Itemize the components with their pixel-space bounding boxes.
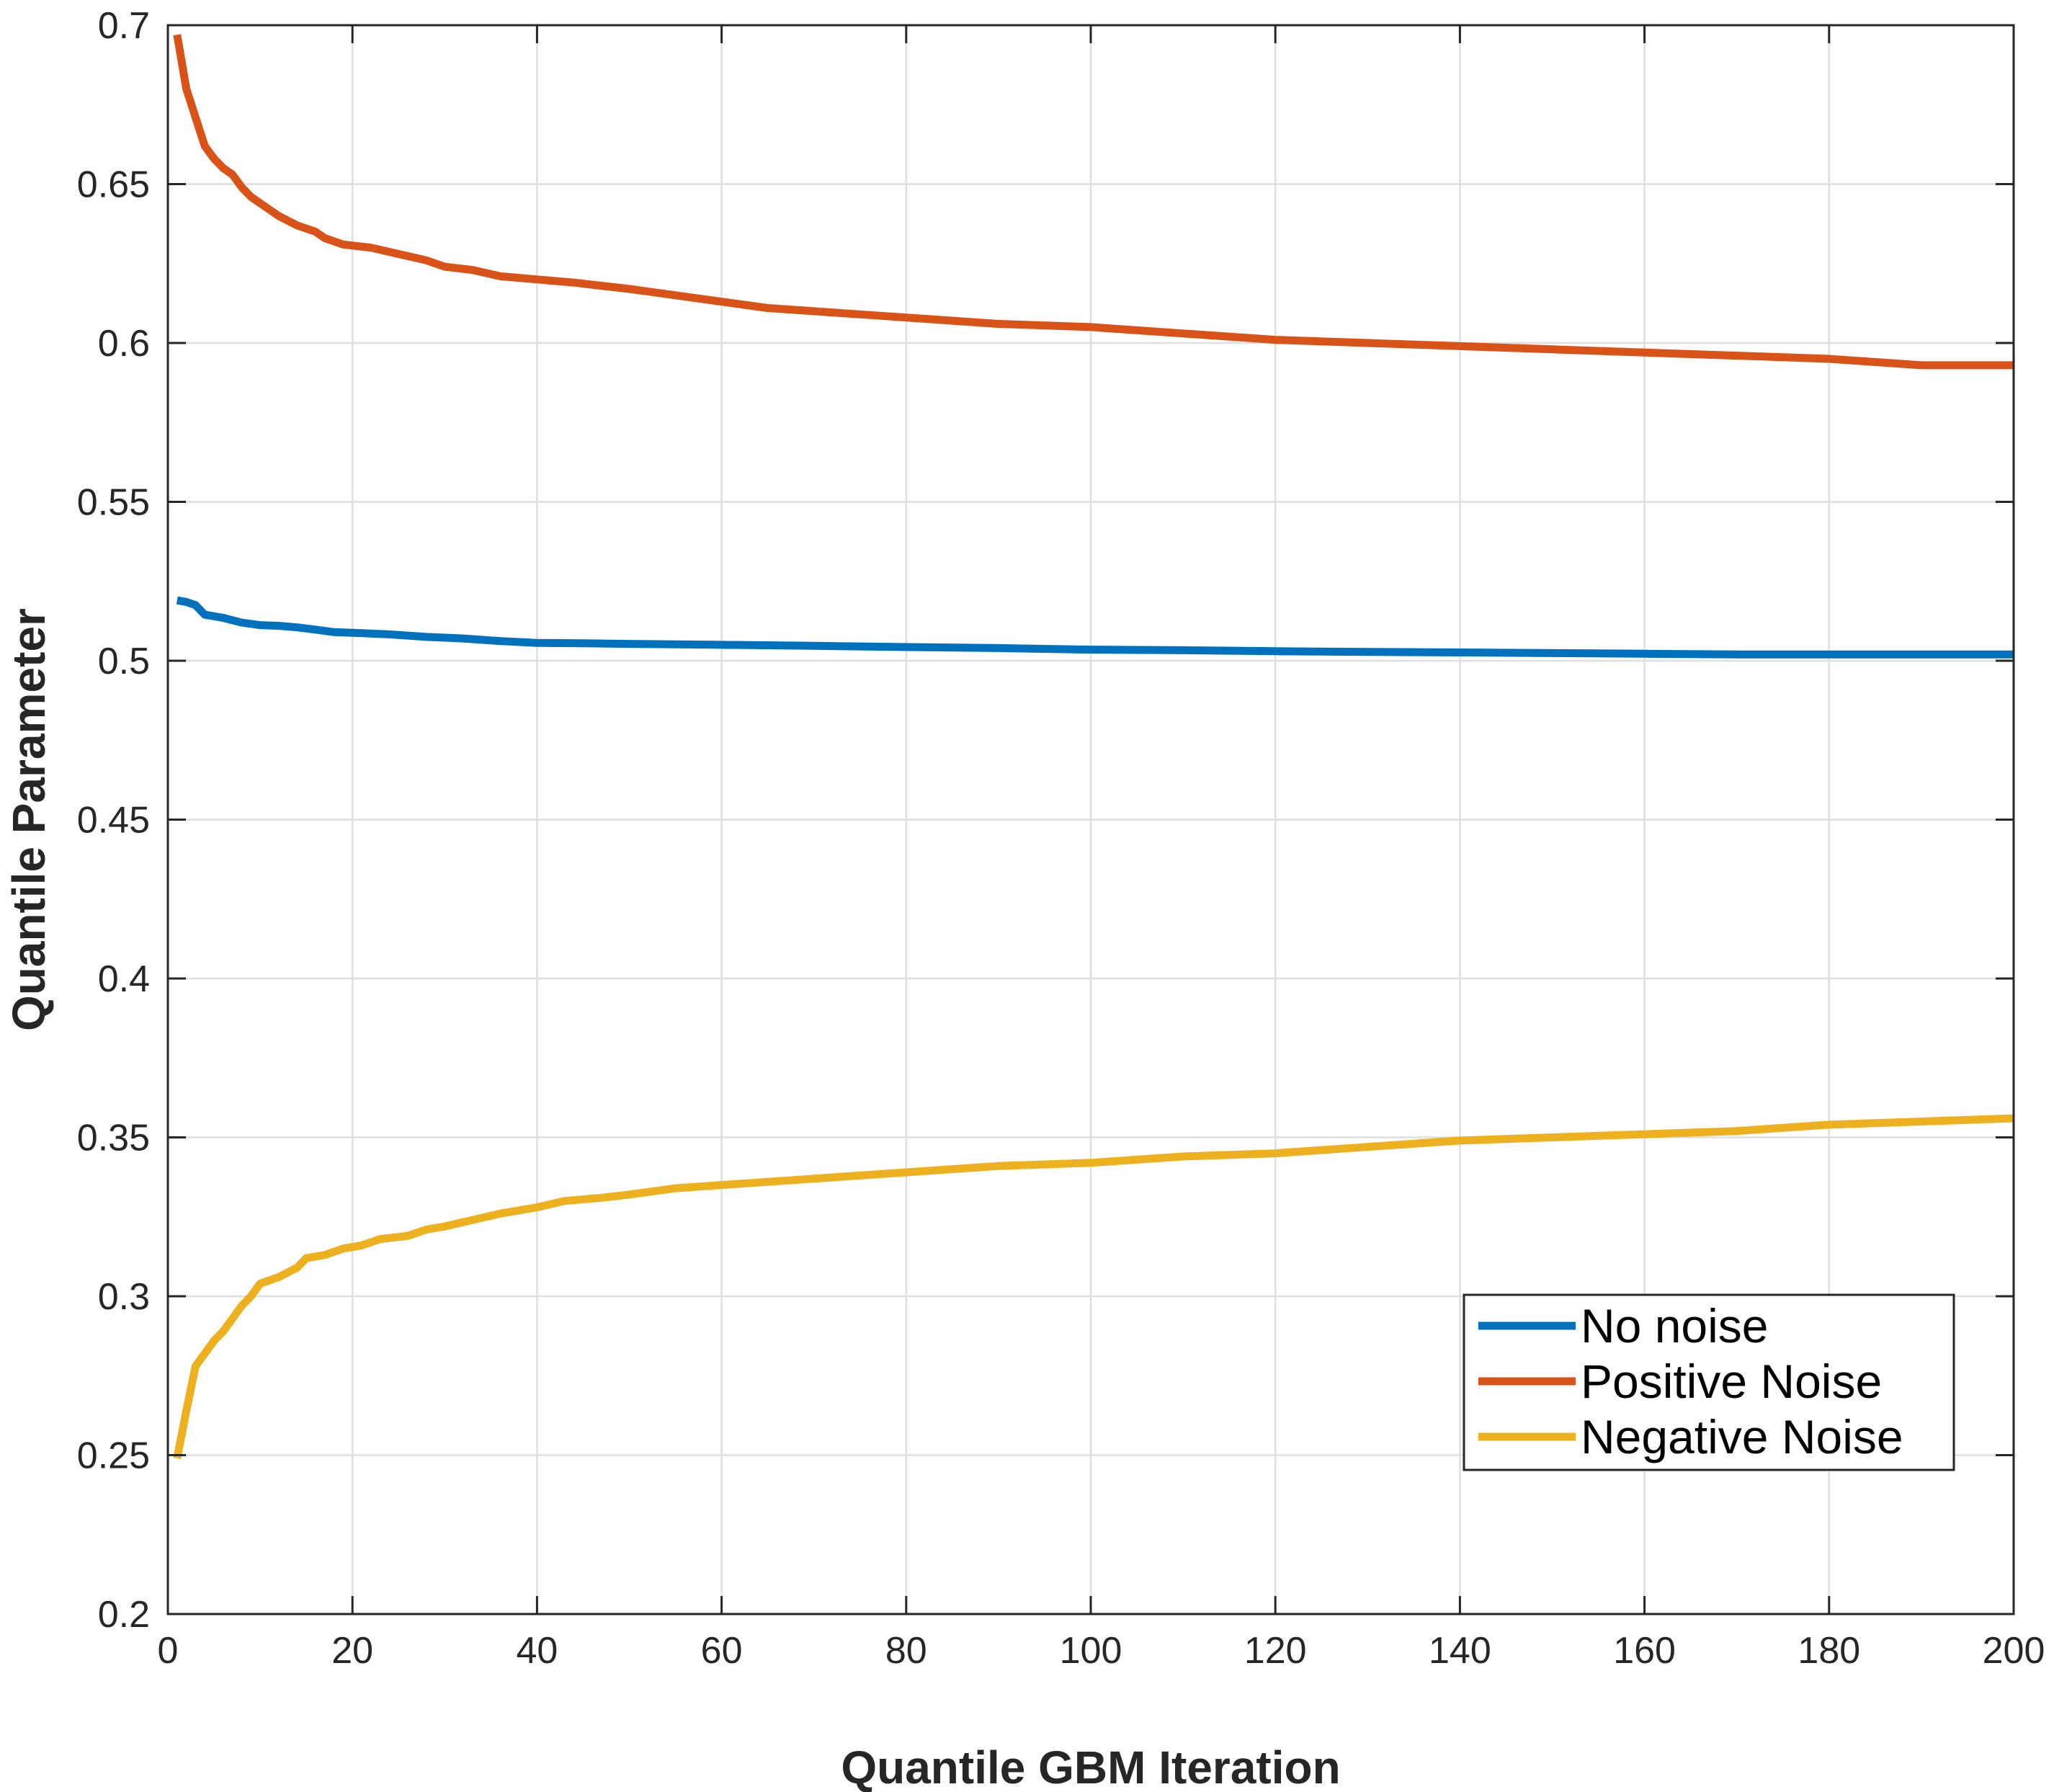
x-tick-labels: 0 20 40 60 80 100 120 140 160 180 200 <box>158 1630 2045 1672</box>
series-line-1 <box>176 596 2014 659</box>
x-tick-label: 80 <box>885 1630 927 1672</box>
x-tick-label: 160 <box>1613 1630 1676 1672</box>
series-line-2 <box>173 34 2014 370</box>
y-axis-title: Quantile Parameter <box>3 608 55 1031</box>
x-tick-label: 0 <box>158 1630 179 1672</box>
legend-label-2: Positive Noise <box>1581 1355 1882 1408</box>
y-tick-label: 0.3 <box>98 1276 150 1318</box>
y-tick-label: 0.65 <box>77 164 150 206</box>
x-tick-label: 140 <box>1429 1630 1491 1672</box>
x-tick-label: 200 <box>1983 1630 2045 1672</box>
legend-label-3: Negative Noise <box>1581 1410 1903 1463</box>
y-tick-label: 0.55 <box>77 482 150 524</box>
x-tick-label: 120 <box>1244 1630 1307 1672</box>
x-tick-label: 60 <box>701 1630 743 1672</box>
y-tick-label: 0.7 <box>98 5 150 47</box>
y-tick-labels: 0.2 0.25 0.3 0.35 0.4 0.45 0.5 0.55 0.6 0.65 0.7 <box>77 5 150 1636</box>
series-lines <box>173 34 2014 1459</box>
x-tick-label: 40 <box>516 1630 558 1672</box>
y-tick-label: 0.6 <box>98 323 150 365</box>
x-axis-title: Quantile GBM Iteration <box>841 1742 1340 1792</box>
y-tick-label: 0.2 <box>98 1594 150 1636</box>
y-tick-label: 0.25 <box>77 1435 150 1477</box>
x-tick-label: 180 <box>1798 1630 1860 1672</box>
y-tick-label: 0.5 <box>98 641 150 682</box>
x-tick-label: 100 <box>1060 1630 1122 1672</box>
y-tick-label: 0.4 <box>98 958 150 1000</box>
legend-label-1: No noise <box>1581 1299 1769 1352</box>
x-tick-label: 20 <box>331 1630 373 1672</box>
series-line-3 <box>173 1114 2014 1459</box>
y-tick-label: 0.35 <box>77 1118 150 1159</box>
plot-frame <box>166 24 2015 1615</box>
y-tick-label: 0.45 <box>77 800 150 842</box>
